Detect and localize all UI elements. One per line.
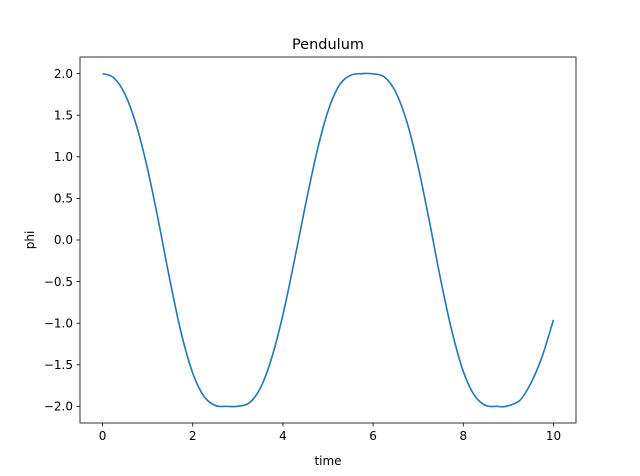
y-tick-label: 1.0 (54, 150, 73, 164)
y-tick-label: −1.5 (44, 358, 73, 372)
y-axis-label: phi (23, 231, 37, 250)
y-tick-label: −1.0 (44, 316, 73, 330)
x-tick-label: 4 (279, 429, 287, 443)
chart-title: Pendulum (292, 37, 364, 53)
y-tick-label: −0.5 (44, 275, 73, 289)
series-layer (102, 72, 555, 408)
x-tick-label: 0 (99, 429, 107, 443)
y-tick-label: 1.5 (54, 108, 73, 122)
x-tick-label: 2 (189, 429, 197, 443)
y-tick-label: −2.0 (44, 400, 73, 414)
series-line (102, 72, 555, 408)
y-tick-label: 2.0 (54, 67, 73, 81)
y-tick-label: 0.0 (54, 233, 73, 247)
y-axis: −2.0 −1.5 −1.0 −0.5 0.0 0.5 1.0 1.5 2.0 (44, 67, 80, 414)
x-tick-label: 8 (459, 429, 467, 443)
y-tick-label: 0.5 (54, 192, 73, 206)
x-tick-label: 10 (546, 429, 561, 443)
x-tick-label: 6 (369, 429, 377, 443)
x-axis-label: time (314, 454, 341, 468)
x-axis: 0 2 4 6 8 10 (99, 423, 561, 443)
